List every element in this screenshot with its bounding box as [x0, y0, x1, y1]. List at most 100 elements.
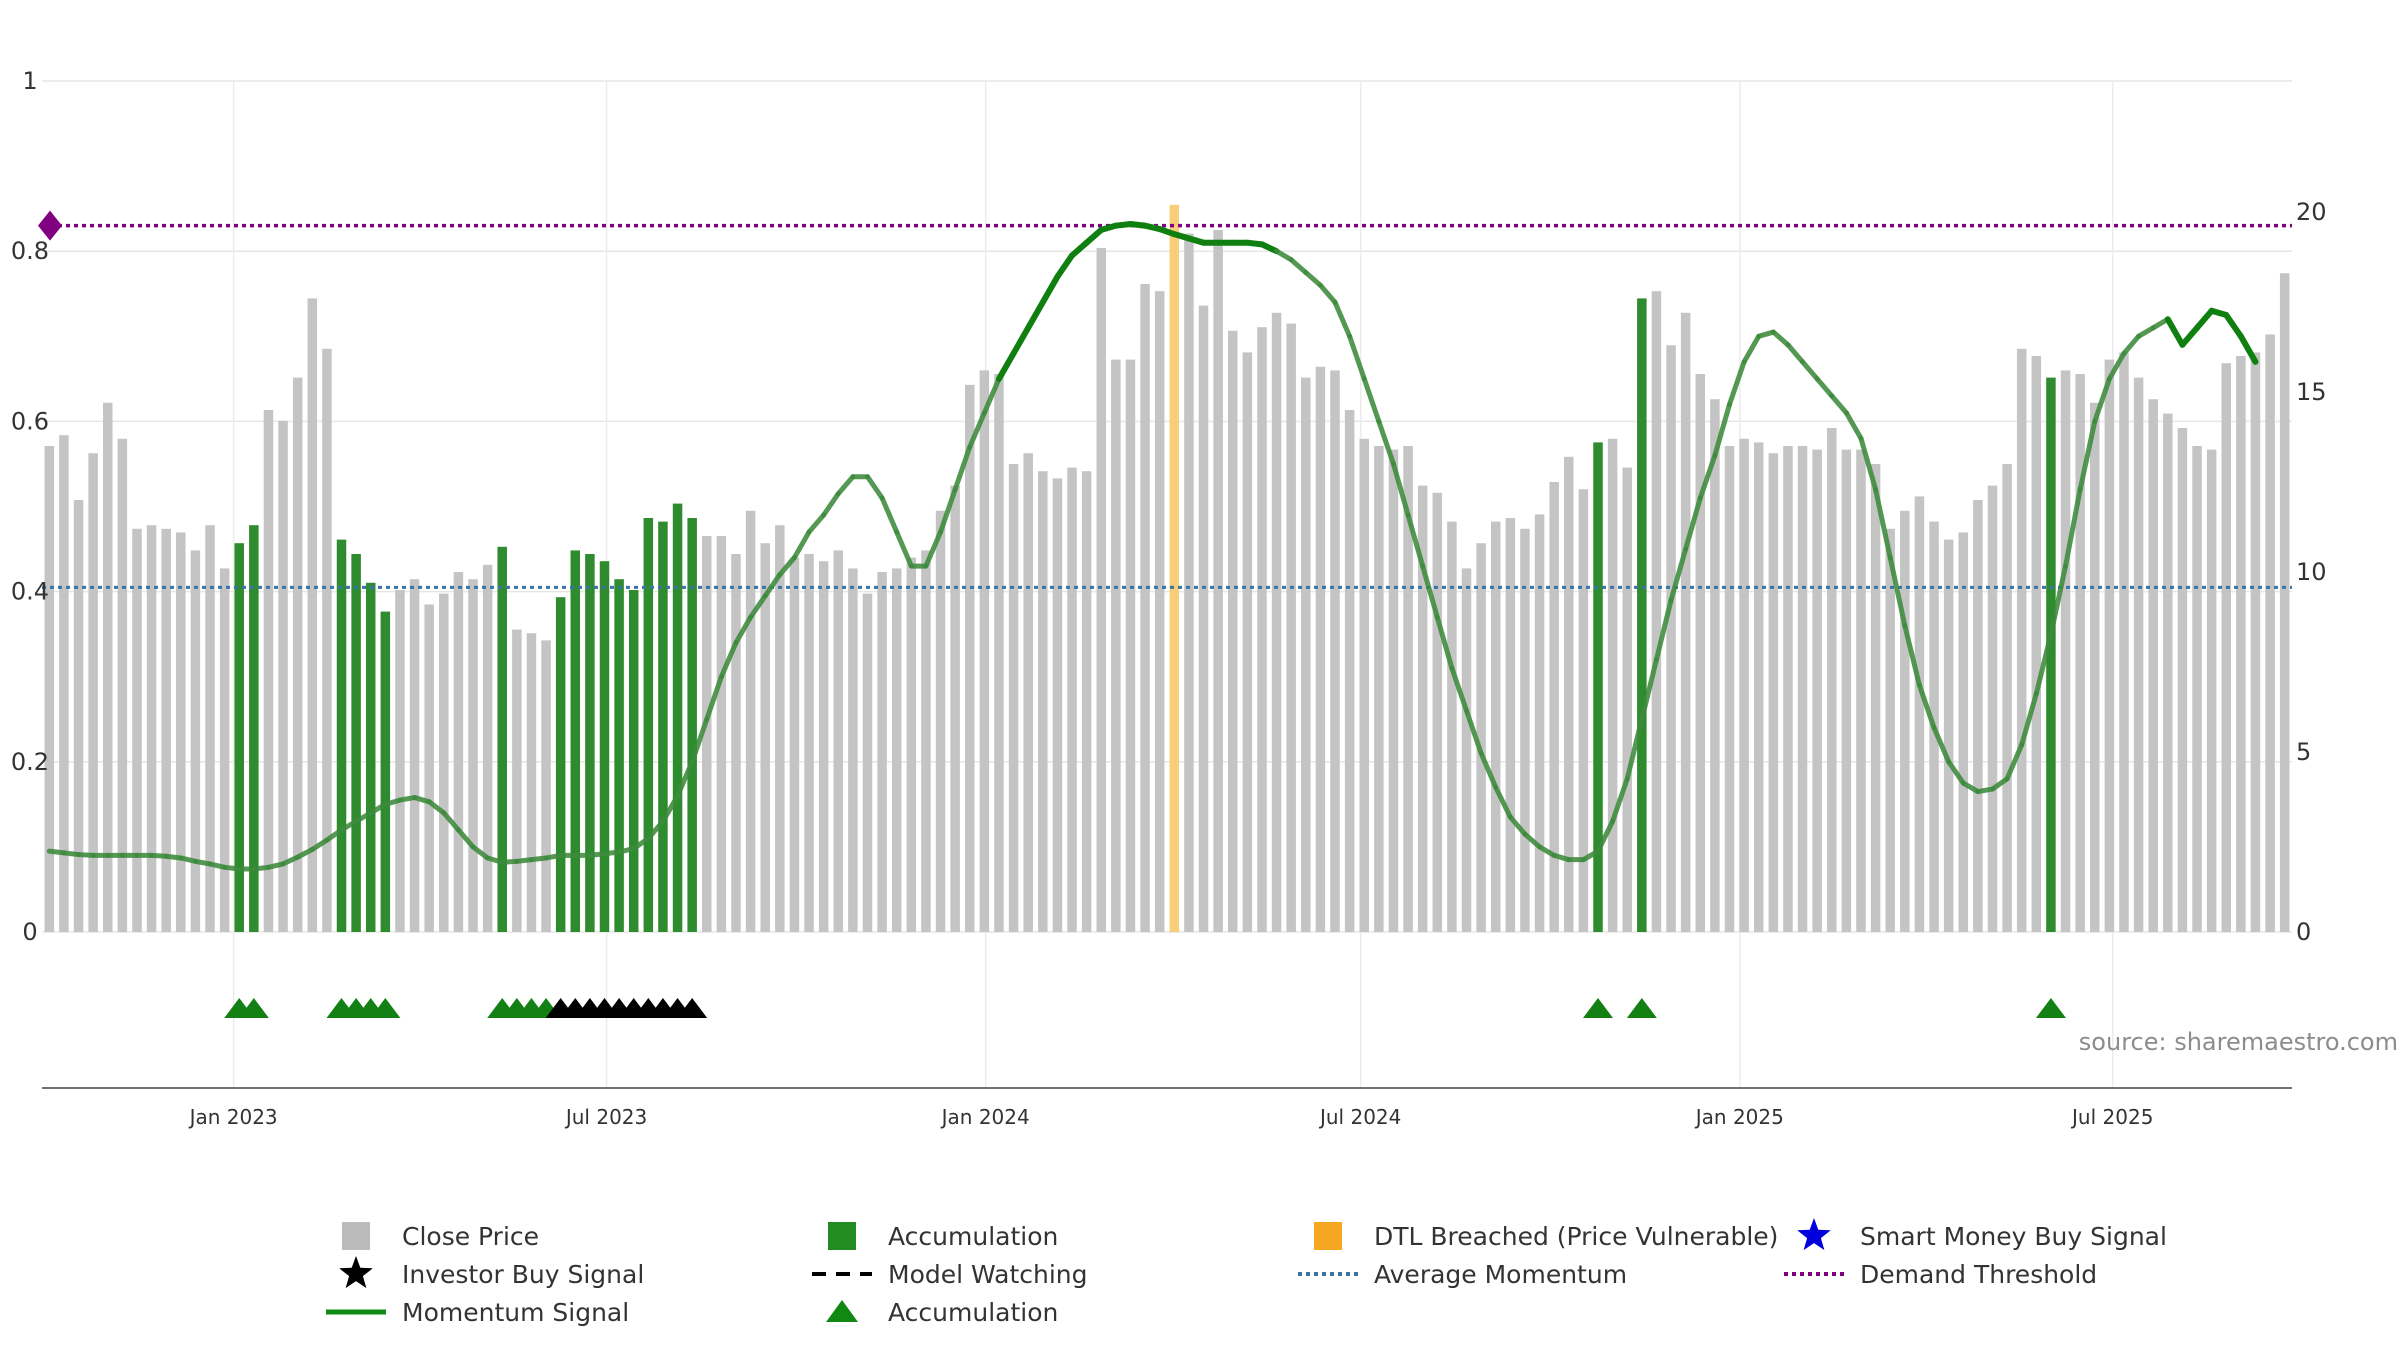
price-bar-131: [1958, 532, 1969, 932]
price-bar-153: [2279, 273, 2290, 932]
momentum-segment-87: [1317, 282, 1338, 305]
x-axis-tick-4: Jan 2025: [1694, 1105, 1784, 1129]
price-bar-92: [1388, 449, 1399, 932]
momentum-segment-17: [295, 846, 315, 860]
momentum-segment-134: [2004, 742, 2025, 782]
momentum-segment-136: [2033, 631, 2054, 697]
price-bar-146: [2177, 428, 2188, 932]
price-bar-93: [1403, 446, 1413, 932]
price-bar-143: [2133, 377, 2144, 933]
momentum-segment-149: [2223, 312, 2244, 340]
price-bar-89: [1344, 410, 1355, 932]
momentum-segment-90: [1361, 376, 1382, 424]
momentum-segment-94: [1420, 563, 1440, 620]
legend-label-average-momentum: Average Momentum: [1374, 1259, 1628, 1289]
legend-item-demand-threshold: Demand Threshold: [1784, 1256, 2097, 1292]
price-bar-107: [1607, 438, 1618, 932]
price-bar-87: [1315, 366, 1326, 932]
momentum-segment-108: [1624, 716, 1645, 782]
x-axis-tick-1: Jul 2023: [564, 1105, 647, 1129]
momentum-segment-88: [1332, 299, 1353, 339]
legend-dtl-swatch: [1298, 1218, 1358, 1254]
price-bar-152: [2265, 334, 2275, 932]
momentum-segment-22: [368, 801, 388, 816]
price-bar-99: [1490, 521, 1501, 932]
price-bar-138: [2060, 370, 2071, 932]
price-bar-53: [818, 561, 829, 932]
accumulation-marker-106: [1583, 998, 1614, 1018]
momentum-segment-68: [1039, 273, 1061, 306]
momentum-segment-124: [1858, 435, 1879, 492]
price-bar-63: [965, 384, 975, 932]
price-bar-60: [921, 550, 931, 932]
price-bar-151: [2250, 352, 2261, 932]
price-bar-124: [1856, 449, 1866, 932]
investor-buy-marker-44: [677, 998, 708, 1018]
price-bar-73: [1111, 359, 1121, 933]
momentum-segment-47: [733, 614, 754, 646]
legend-label-dtl-breached: DTL Breached (Price Vulnerable): [1374, 1221, 1779, 1251]
momentum-segment-9: [178, 855, 198, 864]
momentum-segment-56: [864, 474, 885, 501]
price-bar-24: [395, 590, 405, 932]
legend-item-momentum-signal: Momentum Signal: [326, 1294, 629, 1330]
price-bar-88: [1330, 370, 1340, 932]
price-bar-34: [541, 640, 551, 932]
momentum-segment-27: [441, 810, 461, 833]
price-bar-29: [468, 579, 478, 932]
price-bar-33: [526, 633, 537, 932]
left-axis-tick-0: 0: [22, 918, 37, 946]
price-bar-32: [512, 629, 522, 932]
price-bar-101: [1520, 528, 1530, 932]
accumulation-marker-23: [370, 998, 401, 1018]
price-bar-94: [1417, 485, 1428, 932]
price-bar-0: [44, 446, 55, 932]
price-bar-114: [1710, 399, 1720, 932]
price-bar-66: [1008, 464, 1019, 932]
legend-label-model-watching: Model Watching: [888, 1259, 1088, 1289]
momentum-segment-69: [1054, 252, 1076, 280]
price-bar-52: [804, 554, 814, 932]
momentum-segment-112: [1683, 495, 1703, 552]
price-bar-103: [1549, 482, 1559, 932]
momentum-segment-127: [1902, 623, 1922, 688]
accumulation-bar-14: [249, 525, 259, 932]
price-bar-91: [1374, 446, 1384, 932]
demand-threshold-marker-icon: [38, 210, 62, 241]
momentum-segment-23: [382, 797, 403, 807]
price-bar-111: [1666, 345, 1676, 932]
price-bar-48: [745, 510, 756, 932]
accumulation-bar-44: [687, 518, 697, 932]
price-bar-2: [73, 500, 84, 932]
accumulation-bar-36: [570, 550, 581, 932]
price-bar-16: [278, 420, 288, 932]
price-bar-136: [2031, 356, 2042, 932]
legend-triangle-icon: [812, 1294, 872, 1330]
price-bar-25: [409, 579, 420, 932]
momentum-segment-61: [938, 486, 958, 535]
price-bar-135: [2016, 348, 2027, 932]
price-bar-46: [716, 536, 727, 932]
accumulation-bar-20: [336, 539, 347, 932]
momentum-segment-63: [967, 410, 987, 450]
price-bar-96: [1447, 521, 1457, 932]
price-bar-150: [2236, 356, 2246, 932]
price-bar-147: [2192, 446, 2202, 932]
accumulation-bar-22: [365, 582, 376, 932]
legend-label-close-price: Close Price: [402, 1221, 540, 1251]
price-bar-68: [1038, 471, 1048, 932]
momentum-segment-60: [923, 529, 944, 569]
momentum-segment-101: [1522, 831, 1543, 850]
momentum-segment-120: [1800, 359, 1820, 382]
price-bar-10: [190, 550, 201, 932]
price-bar-70: [1067, 467, 1077, 932]
price-bar-105: [1578, 489, 1589, 932]
momentum-segment-150: [2237, 333, 2259, 365]
momentum-segment-135: [2019, 691, 2039, 748]
x-axis-tick-3: Jul 2024: [1318, 1105, 1401, 1129]
price-bar-72: [1096, 248, 1107, 932]
momentum-segment-91: [1376, 418, 1396, 467]
momentum-segment-128: [1916, 682, 1937, 731]
